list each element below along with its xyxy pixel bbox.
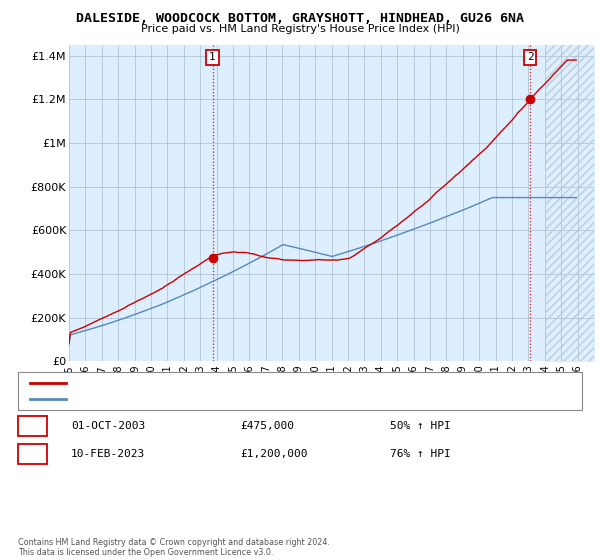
Text: £1,200,000: £1,200,000 (240, 449, 308, 459)
Text: Contains HM Land Registry data © Crown copyright and database right 2024.
This d: Contains HM Land Registry data © Crown c… (18, 538, 330, 557)
Text: 1: 1 (29, 419, 36, 432)
Text: 2: 2 (527, 53, 534, 63)
Text: HPI: Average price, detached house, East Hampshire: HPI: Average price, detached house, East… (78, 395, 347, 404)
Text: Price paid vs. HM Land Registry's House Price Index (HPI): Price paid vs. HM Land Registry's House … (140, 24, 460, 34)
Text: 01-OCT-2003: 01-OCT-2003 (71, 421, 145, 431)
Text: 76% ↑ HPI: 76% ↑ HPI (390, 449, 451, 459)
Bar (545, 45, 594, 361)
Text: £475,000: £475,000 (240, 421, 294, 431)
Text: DALESIDE, WOODCOCK BOTTOM, GRAYSHOTT, HINDHEAD, GU26 6NA: DALESIDE, WOODCOCK BOTTOM, GRAYSHOTT, HI… (76, 12, 524, 25)
Text: 50% ↑ HPI: 50% ↑ HPI (390, 421, 451, 431)
Text: DALESIDE, WOODCOCK BOTTOM, GRAYSHOTT, HINDHEAD, GU26 6NA (detached house): DALESIDE, WOODCOCK BOTTOM, GRAYSHOTT, HI… (78, 379, 470, 388)
Text: 2: 2 (29, 447, 36, 461)
Text: 10-FEB-2023: 10-FEB-2023 (71, 449, 145, 459)
Text: 1: 1 (209, 53, 216, 63)
